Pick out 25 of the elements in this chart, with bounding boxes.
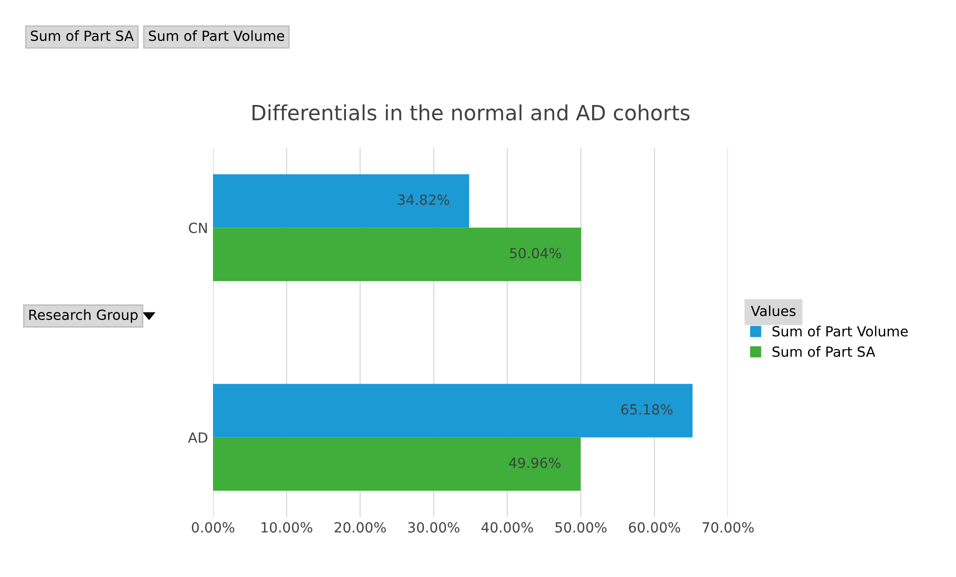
chart-title: Differentials in the normal and AD cohorts — [252, 104, 690, 121]
x-tick-label: 20.00% — [334, 522, 386, 533]
legend-label: Sum of Part SA — [772, 346, 876, 357]
legend-title: Values — [750, 305, 796, 316]
text: Sum of Part Volume — [148, 30, 284, 42]
bar — [213, 228, 582, 282]
y-tick-label: CN — [188, 222, 207, 234]
x-tick-label: 10.00% — [262, 522, 312, 533]
data-label: 49.96% — [509, 458, 561, 468]
x-tick-label: 30.00% — [408, 522, 460, 533]
x-tick-label: 40.00% — [481, 522, 533, 533]
legend-label: Sum of Part Volume — [772, 326, 908, 337]
y-tick-label: AD — [188, 432, 208, 443]
bar — [213, 174, 470, 228]
x-tick-label: 60.00% — [628, 522, 680, 533]
data-label: 50.04% — [510, 248, 562, 258]
bar — [213, 384, 693, 438]
data-label: 34.82% — [398, 194, 450, 205]
x-tick-label: 70.00% — [702, 522, 754, 533]
bar — [213, 437, 581, 491]
text: Sum of Part SA — [30, 30, 134, 42]
x-tick-label: 0.00% — [192, 522, 234, 533]
data-label: 65.18% — [621, 404, 673, 415]
text: Research Group — [29, 309, 138, 323]
x-tick-label: 50.00% — [555, 522, 607, 533]
